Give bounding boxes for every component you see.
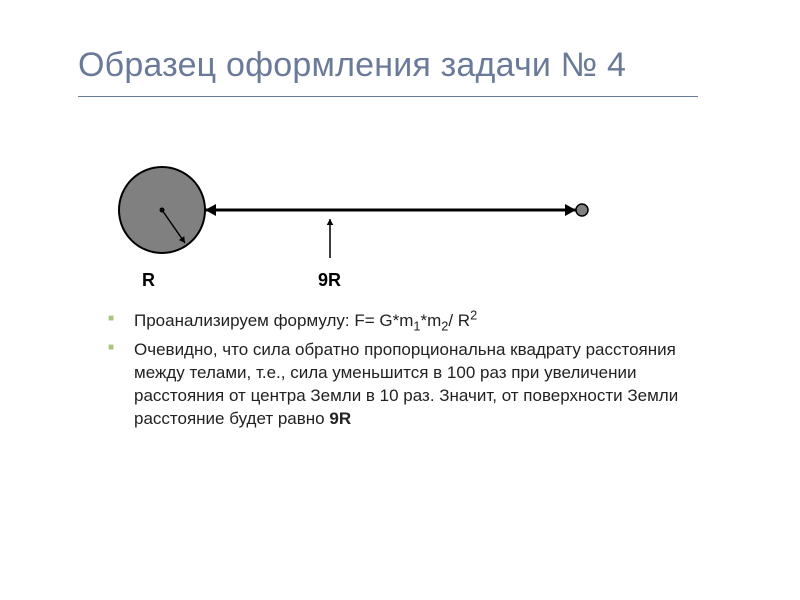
formula-text-2: *m	[420, 311, 441, 330]
slide: Образец оформления задачи № 4 R 9R Проан…	[0, 0, 800, 600]
bullet-list: Проанализируем формулу: F= G*m1*m2/ R2 О…	[108, 310, 698, 431]
content-area: Проанализируем формулу: F= G*m1*m2/ R2 О…	[108, 310, 698, 437]
formula-text-1: Проанализируем формулу: F= G*m	[134, 311, 413, 330]
label-9r: 9R	[318, 270, 341, 291]
label-r: R	[142, 270, 155, 291]
formula-sup: 2	[470, 307, 477, 322]
physics-diagram	[112, 160, 632, 270]
title-underline	[78, 96, 698, 97]
explanation-text: Очевидно, что сила обратно пропорциональ…	[134, 340, 678, 428]
diagram-svg	[112, 160, 632, 270]
answer-bold: 9R	[329, 409, 351, 428]
page-title: Образец оформления задачи № 4	[78, 46, 626, 85]
bullet-formula: Проанализируем формулу: F= G*m1*m2/ R2	[108, 310, 698, 333]
formula-text-3: / R	[448, 311, 470, 330]
bullet-explanation: Очевидно, что сила обратно пропорциональ…	[108, 339, 698, 431]
